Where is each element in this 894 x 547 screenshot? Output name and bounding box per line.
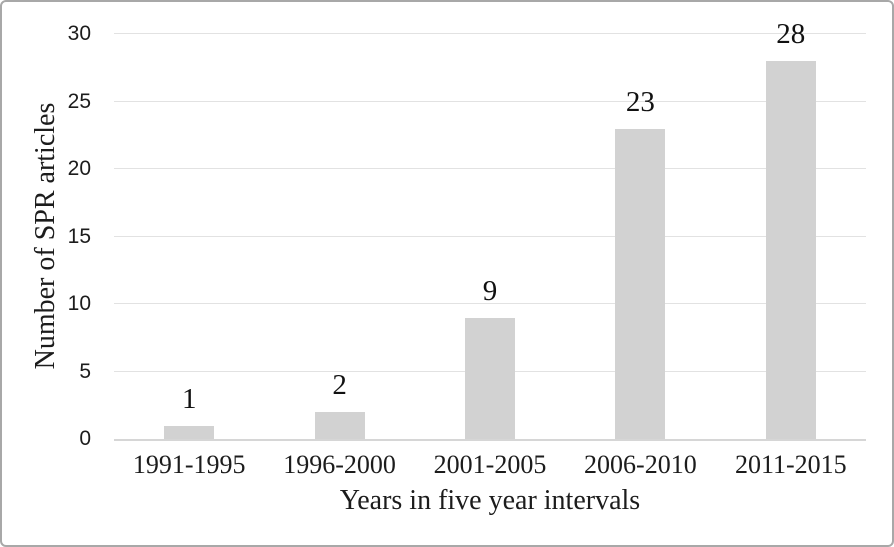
bar (465, 317, 515, 439)
y-axis-tick-label: 15 (67, 224, 91, 248)
bar-value-label: 9 (482, 274, 498, 307)
x-axis-category-label: 2006-2010 (584, 450, 697, 479)
bar-value-label: 23 (625, 85, 655, 118)
y-axis-tick-label: 10 (67, 292, 91, 315)
bar-value-label: 28 (776, 18, 806, 50)
bar-value-label: 1 (181, 382, 197, 415)
bar (615, 128, 666, 439)
x-axis-category-label: 1991-1995 (132, 450, 246, 479)
gridline (114, 168, 866, 169)
bar (164, 425, 215, 439)
bar (765, 61, 816, 439)
x-axis-category-label: 2001-2005 (433, 450, 547, 479)
y-axis-tick-label: 5 (79, 359, 91, 383)
y-axis-tick-label: 0 (79, 427, 91, 450)
x-axis-category-label: 2011-2015 (734, 450, 847, 479)
bar-value-label: 2 (332, 369, 347, 401)
bar (314, 412, 365, 439)
gridline (114, 33, 866, 34)
gridline (114, 100, 866, 102)
x-axis-category-label: 1996-2000 (283, 450, 396, 479)
x-axis-title: Years in five year intervals (339, 485, 641, 516)
y-axis-tick-label: 25 (67, 89, 91, 113)
plot-area: 1 2 9 23 28 (114, 18, 866, 441)
gridline (114, 303, 866, 304)
y-axis-tick-label: 20 (67, 157, 91, 180)
y-axis-tick-label: 30 (67, 22, 91, 45)
gridline (114, 235, 866, 237)
